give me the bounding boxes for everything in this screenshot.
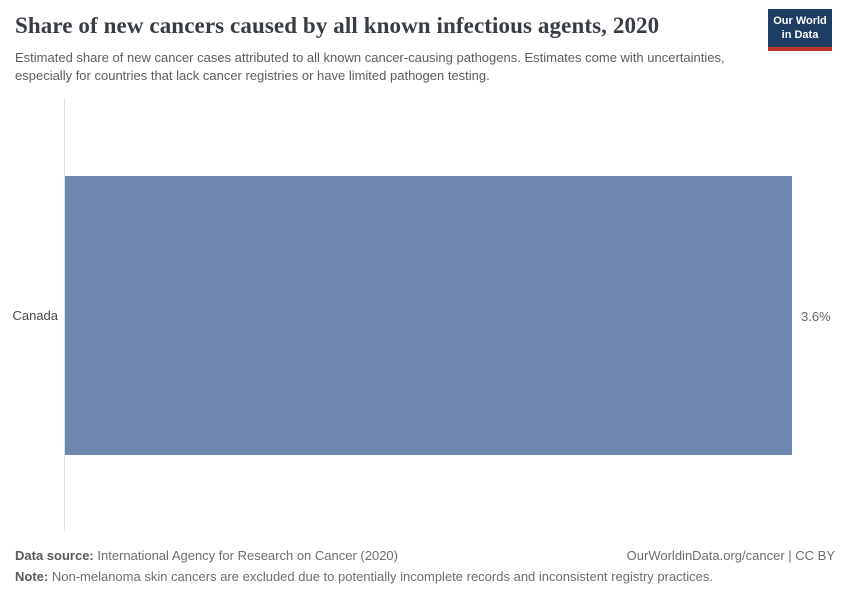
owid-logo[interactable]: Our World in Data [768, 9, 832, 51]
note-label: Note: [15, 569, 49, 584]
entity-label-canada: Canada [12, 308, 58, 323]
bar-canada[interactable] [65, 176, 792, 455]
chart-title: Share of new cancers caused by all known… [15, 13, 660, 38]
data-source-value: International Agency for Research on Can… [97, 548, 398, 563]
owid-logo-line1: Our World [773, 15, 827, 27]
footer-license-link[interactable]: OurWorldinData.org/cancer | CC BY [626, 548, 835, 563]
owid-logo-line2: in Data [781, 29, 819, 42]
note-value: Non-melanoma skin cancers are excluded d… [51, 569, 714, 584]
y-axis-line [64, 98, 65, 531]
chart-footer-sources: Data source: International Agency for Re… [15, 548, 835, 563]
chart-footer-note: Note: Non-melanoma skin cancers are excl… [15, 569, 835, 584]
data-source-text: Data source: International Agency for Re… [15, 548, 398, 563]
value-label-canada: 3.6% [801, 309, 831, 324]
data-source-label: Data source: [15, 548, 94, 563]
chart-subtitle: Estimated share of new cancer cases attr… [15, 50, 725, 84]
